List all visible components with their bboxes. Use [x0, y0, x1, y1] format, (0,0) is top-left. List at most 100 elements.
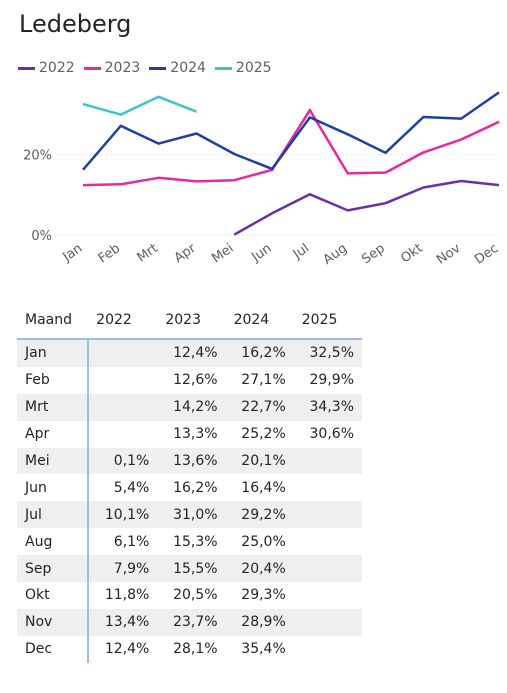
series-line-2024[interactable]: [82, 91, 500, 171]
table-cell-value: 20,4%: [225, 555, 294, 583]
table-cell-value: 13,3%: [173, 426, 218, 443]
table-row: Okt 11,8% 20,5% 29,3%: [17, 582, 362, 609]
table-cell-value: 12,4%: [157, 339, 226, 367]
series-line-2022[interactable]: [233, 179, 500, 236]
table-cell-value: [294, 528, 362, 555]
legend-item-2024[interactable]: 2024: [149, 60, 206, 76]
legend-label: 2025: [235, 60, 272, 76]
x-tick-label: Okt: [398, 241, 425, 266]
y-tick-label: 20%: [23, 148, 52, 163]
legend-item-2022[interactable]: 2022: [18, 60, 75, 76]
table-header-2025: 2025: [301, 312, 338, 328]
table-row: Dec 12,4% 28,1% 35,4%: [17, 635, 362, 663]
table-row: Jul 10,1% 31,0% 29,2%: [17, 501, 362, 529]
table-cell-value: 6,1%: [113, 533, 150, 550]
table-cell-value: 16,4%: [241, 479, 286, 496]
table-row: Jan 12,4% 16,2% 32,5%: [17, 339, 362, 367]
table-cell-value: 15,3%: [173, 533, 218, 550]
table-cell-value: 0,1%: [88, 447, 158, 475]
legend-label: 2024: [170, 60, 206, 76]
table-cell-month: Jul: [17, 501, 90, 529]
x-tick-label: Nov: [434, 241, 464, 268]
table-row: Mrt 14,2% 22,7% 34,3%: [17, 393, 362, 421]
table-cell-value: [88, 339, 158, 367]
x-tick-label: Dec: [472, 241, 501, 268]
table-cell-value: 7,9%: [88, 555, 158, 583]
table-cell-value: [88, 393, 158, 421]
series-line-2025[interactable]: [82, 95, 197, 116]
table-row: Jun 5,4% 16,2% 16,4%: [17, 474, 362, 502]
x-tick-label: Mei: [209, 241, 236, 266]
table-cell-value: 25,0%: [241, 533, 286, 550]
data-table: Maand 2022 2023 2024 2025 Jan 12,4% 16,2% 3…: [17, 312, 362, 663]
table-cell-value: 34,3%: [293, 393, 362, 421]
table-header-row: Maand 2022 2023 2024 2025: [17, 312, 362, 339]
table-cell-month: Okt: [17, 582, 90, 609]
table-row: Aug 6,1% 15,3% 25,0%: [17, 528, 362, 556]
x-tick-label: Sep: [359, 241, 388, 267]
table-cell-value: 30,6%: [309, 426, 354, 443]
table-cell-month: Dec: [17, 635, 90, 663]
table-cell-value: 16,2%: [225, 339, 294, 367]
table-cell-value: 27,1%: [241, 372, 286, 389]
table-cell-value: [88, 367, 157, 394]
x-tick-label: Feb: [96, 241, 123, 266]
table-cell-month: Mei: [17, 447, 90, 475]
legend-label: 2023: [104, 60, 141, 76]
table-cell-value: 32,5%: [293, 339, 362, 367]
table-cell-value: [294, 636, 362, 663]
x-tick-label: Mrt: [135, 241, 161, 266]
table-header-2024: 2024: [233, 312, 270, 328]
table-cell-value: 29,2%: [225, 501, 294, 529]
table-cell-month: Feb: [17, 366, 90, 394]
table-row: Sep 7,9% 15,5% 20,4%: [17, 555, 362, 583]
table-cell-value: [293, 555, 362, 583]
x-tick-label: Jul: [290, 241, 312, 263]
table-cell-value: 16,2%: [173, 479, 218, 496]
table-cell-value: [293, 608, 362, 636]
legend-swatch: [83, 66, 101, 70]
table-cell-month: Aug: [17, 528, 90, 556]
table-cell-value: [88, 421, 157, 448]
table-row: Nov 13,4% 23,7% 28,9%: [17, 608, 362, 636]
legend-label: 2022: [39, 60, 75, 76]
x-tick-label: Aug: [321, 241, 350, 268]
legend-swatch: [149, 66, 167, 70]
line-chart: 0% 20% Jan Feb Mrt Apr Mei Jun Jul Aug Sep Okt Nov De…: [23, 91, 501, 268]
table-cell-value: 13,4%: [88, 608, 158, 636]
table-cell-value: 5,4%: [113, 479, 150, 496]
legend-swatch: [18, 66, 35, 70]
x-tick-label: Jan: [59, 241, 85, 265]
table-cell-month: Nov: [17, 608, 90, 636]
legend-item-2025[interactable]: 2025: [214, 60, 272, 76]
table-cell-month: Mrt: [17, 393, 90, 421]
table-cell-value: 35,4%: [241, 641, 286, 658]
table-cell-value: [294, 582, 362, 609]
table-cell-value: 20,5%: [173, 587, 218, 604]
table-cell-value: 15,5%: [157, 555, 226, 583]
table-cell-value: 11,8%: [104, 587, 150, 604]
table-cell-value: 12,6%: [173, 372, 218, 389]
table-cell-month: Apr: [17, 420, 90, 448]
table-cell-value: 22,7%: [225, 393, 294, 421]
x-tick-label: Jun: [248, 241, 274, 266]
table-cell-value: 14,2%: [157, 393, 226, 421]
chart-title: Ledeberg: [19, 10, 132, 38]
table-cell-value: 31,0%: [157, 501, 226, 529]
table-cell-value: 25,2%: [241, 426, 286, 443]
legend-swatch: [214, 66, 232, 70]
table-cell-value: 10,1%: [88, 501, 158, 529]
series-line-2023[interactable]: [82, 108, 500, 187]
table-row: Feb 12,6% 27,1% 29,9%: [17, 366, 362, 394]
table-cell-value: 13,6%: [157, 447, 226, 475]
table-cell-value: 12,4%: [104, 641, 150, 658]
table-row: Apr 13,3% 25,2% 30,6%: [17, 420, 362, 448]
legend-item-2023[interactable]: 2023: [83, 60, 141, 76]
table-header-2023: 2023: [165, 312, 201, 328]
table-cell-value: [293, 501, 362, 529]
table-row: Mei 0,1% 13,6% 20,1%: [17, 447, 362, 475]
table-cell-value: [294, 474, 362, 501]
table-cell-month: Jan: [17, 339, 90, 367]
x-tick-label: Apr: [172, 241, 200, 267]
table-header-2022: 2022: [96, 312, 132, 328]
